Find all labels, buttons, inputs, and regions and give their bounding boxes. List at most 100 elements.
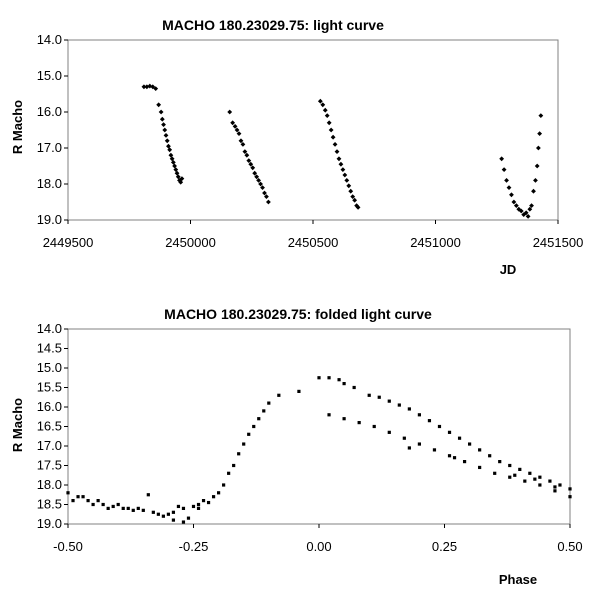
x-axis-label: Phase <box>499 572 537 587</box>
data-point <box>297 389 301 393</box>
data-point <box>427 419 432 423</box>
y-tick-label: 14.5 <box>37 341 62 356</box>
x-tick-label: 2450500 <box>288 235 339 250</box>
data-point <box>141 508 145 512</box>
data-point <box>254 174 260 180</box>
data-point <box>236 131 242 136</box>
y-tick-label: 16.5 <box>37 419 62 434</box>
data-point <box>169 156 175 162</box>
data-point <box>131 508 135 512</box>
data-point <box>437 424 442 429</box>
data-point <box>266 199 271 205</box>
data-point <box>352 385 356 390</box>
data-point <box>330 134 336 140</box>
data-point <box>264 194 269 199</box>
data-point <box>248 161 254 167</box>
data-point <box>86 499 90 503</box>
data-point <box>328 127 334 133</box>
data-point <box>256 178 262 183</box>
data-point <box>478 448 482 452</box>
data-point <box>346 183 352 189</box>
data-point <box>327 413 331 417</box>
x-axis-label: JD <box>500 262 517 277</box>
y-tick-label: 18.0 <box>37 176 62 191</box>
data-point <box>178 179 184 185</box>
data-point <box>156 512 160 516</box>
x-tick-label: 0.25 <box>432 539 457 554</box>
data-point <box>252 170 258 176</box>
data-point <box>348 188 354 194</box>
y-axis-label: R Macho <box>10 398 25 452</box>
data-point <box>206 500 211 505</box>
data-point <box>417 413 421 417</box>
data-point <box>91 502 95 507</box>
data-point <box>537 131 543 136</box>
data-point <box>176 504 181 509</box>
data-point <box>504 178 509 183</box>
data-point <box>246 158 252 163</box>
data-point <box>240 142 246 147</box>
data-point <box>397 403 401 407</box>
data-point <box>172 163 177 169</box>
data-point <box>536 145 541 151</box>
data-point <box>66 491 70 495</box>
data-point <box>217 491 221 495</box>
data-point <box>478 465 482 470</box>
data-point <box>136 506 140 510</box>
data-point <box>106 506 110 510</box>
light-curve-chart: MACHO 180.23029.75: light curve R Macho … <box>0 0 600 290</box>
data-point <box>355 205 361 210</box>
data-point <box>181 520 186 524</box>
data-point <box>377 395 381 399</box>
data-point <box>513 203 519 208</box>
data-point <box>340 167 346 172</box>
data-point <box>181 506 186 510</box>
x-tick-label: 0.00 <box>306 539 331 554</box>
y-tick-label: 17.0 <box>37 140 62 155</box>
x-tick-label: 2451000 <box>410 235 461 250</box>
x-tick-label: -0.25 <box>179 539 209 554</box>
data-point <box>320 102 326 108</box>
data-point <box>101 502 105 507</box>
data-point <box>452 456 457 460</box>
data-point <box>342 382 346 386</box>
data-point <box>499 156 505 162</box>
data-point <box>156 102 162 108</box>
data-point <box>342 172 348 178</box>
data-point <box>462 460 467 464</box>
data-point <box>548 479 552 483</box>
data-point <box>174 170 180 176</box>
y-tick-label: 15.0 <box>37 360 62 375</box>
data-point <box>506 185 512 190</box>
x-tick-label: 2449500 <box>43 235 94 250</box>
data-point <box>558 483 562 487</box>
data-point <box>498 460 502 464</box>
data-point <box>568 495 572 499</box>
data-point <box>538 113 544 118</box>
data-point <box>179 176 185 181</box>
data-point <box>387 430 391 434</box>
folded-light-curve-svg: MACHO 180.23029.75: folded light curve R… <box>10 306 583 587</box>
x-tick-label: 2450000 <box>165 235 216 250</box>
data-point <box>167 147 173 153</box>
y-axis-label: R Macho <box>10 100 25 154</box>
data-point <box>227 109 233 115</box>
data-point <box>531 188 536 194</box>
data-point <box>186 516 191 520</box>
data-point <box>447 430 452 434</box>
data-point <box>528 471 532 475</box>
data-point <box>232 124 238 129</box>
data-point <box>277 393 281 397</box>
data-point <box>81 495 85 499</box>
data-point <box>352 197 358 203</box>
data-point <box>457 436 462 440</box>
data-point <box>166 143 171 149</box>
y-tick-label: 17.0 <box>37 438 62 453</box>
data-point <box>338 161 344 167</box>
data-point <box>357 421 361 425</box>
y-tick-label: 18.0 <box>37 477 62 492</box>
data-point <box>342 417 346 421</box>
data-point <box>387 399 391 403</box>
data-point <box>511 199 517 205</box>
folded-light-curve-chart: MACHO 180.23029.75: folded light curve R… <box>0 295 600 600</box>
